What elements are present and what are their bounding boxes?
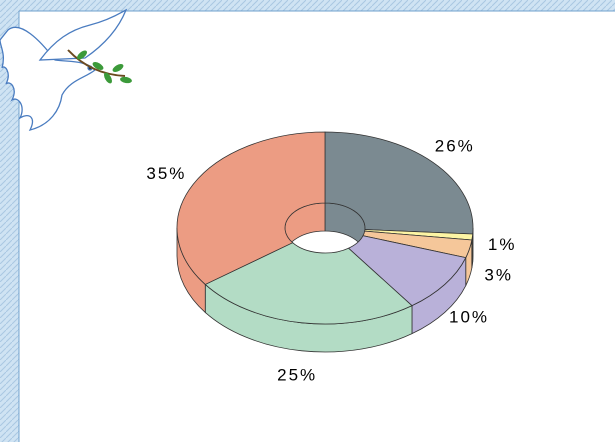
data-label: 1% [488,235,517,254]
slide: 26% 1% 3% 10% 25% 35% [0,0,615,442]
top-frame [0,0,615,11]
data-label: 3% [484,265,513,284]
data-label: 26% [435,137,475,156]
data-label: 35% [146,164,186,183]
data-label: 25% [277,366,317,385]
chart: 26% 1% 3% 10% 25% 35% [0,0,615,442]
data-label: 10% [449,307,489,326]
